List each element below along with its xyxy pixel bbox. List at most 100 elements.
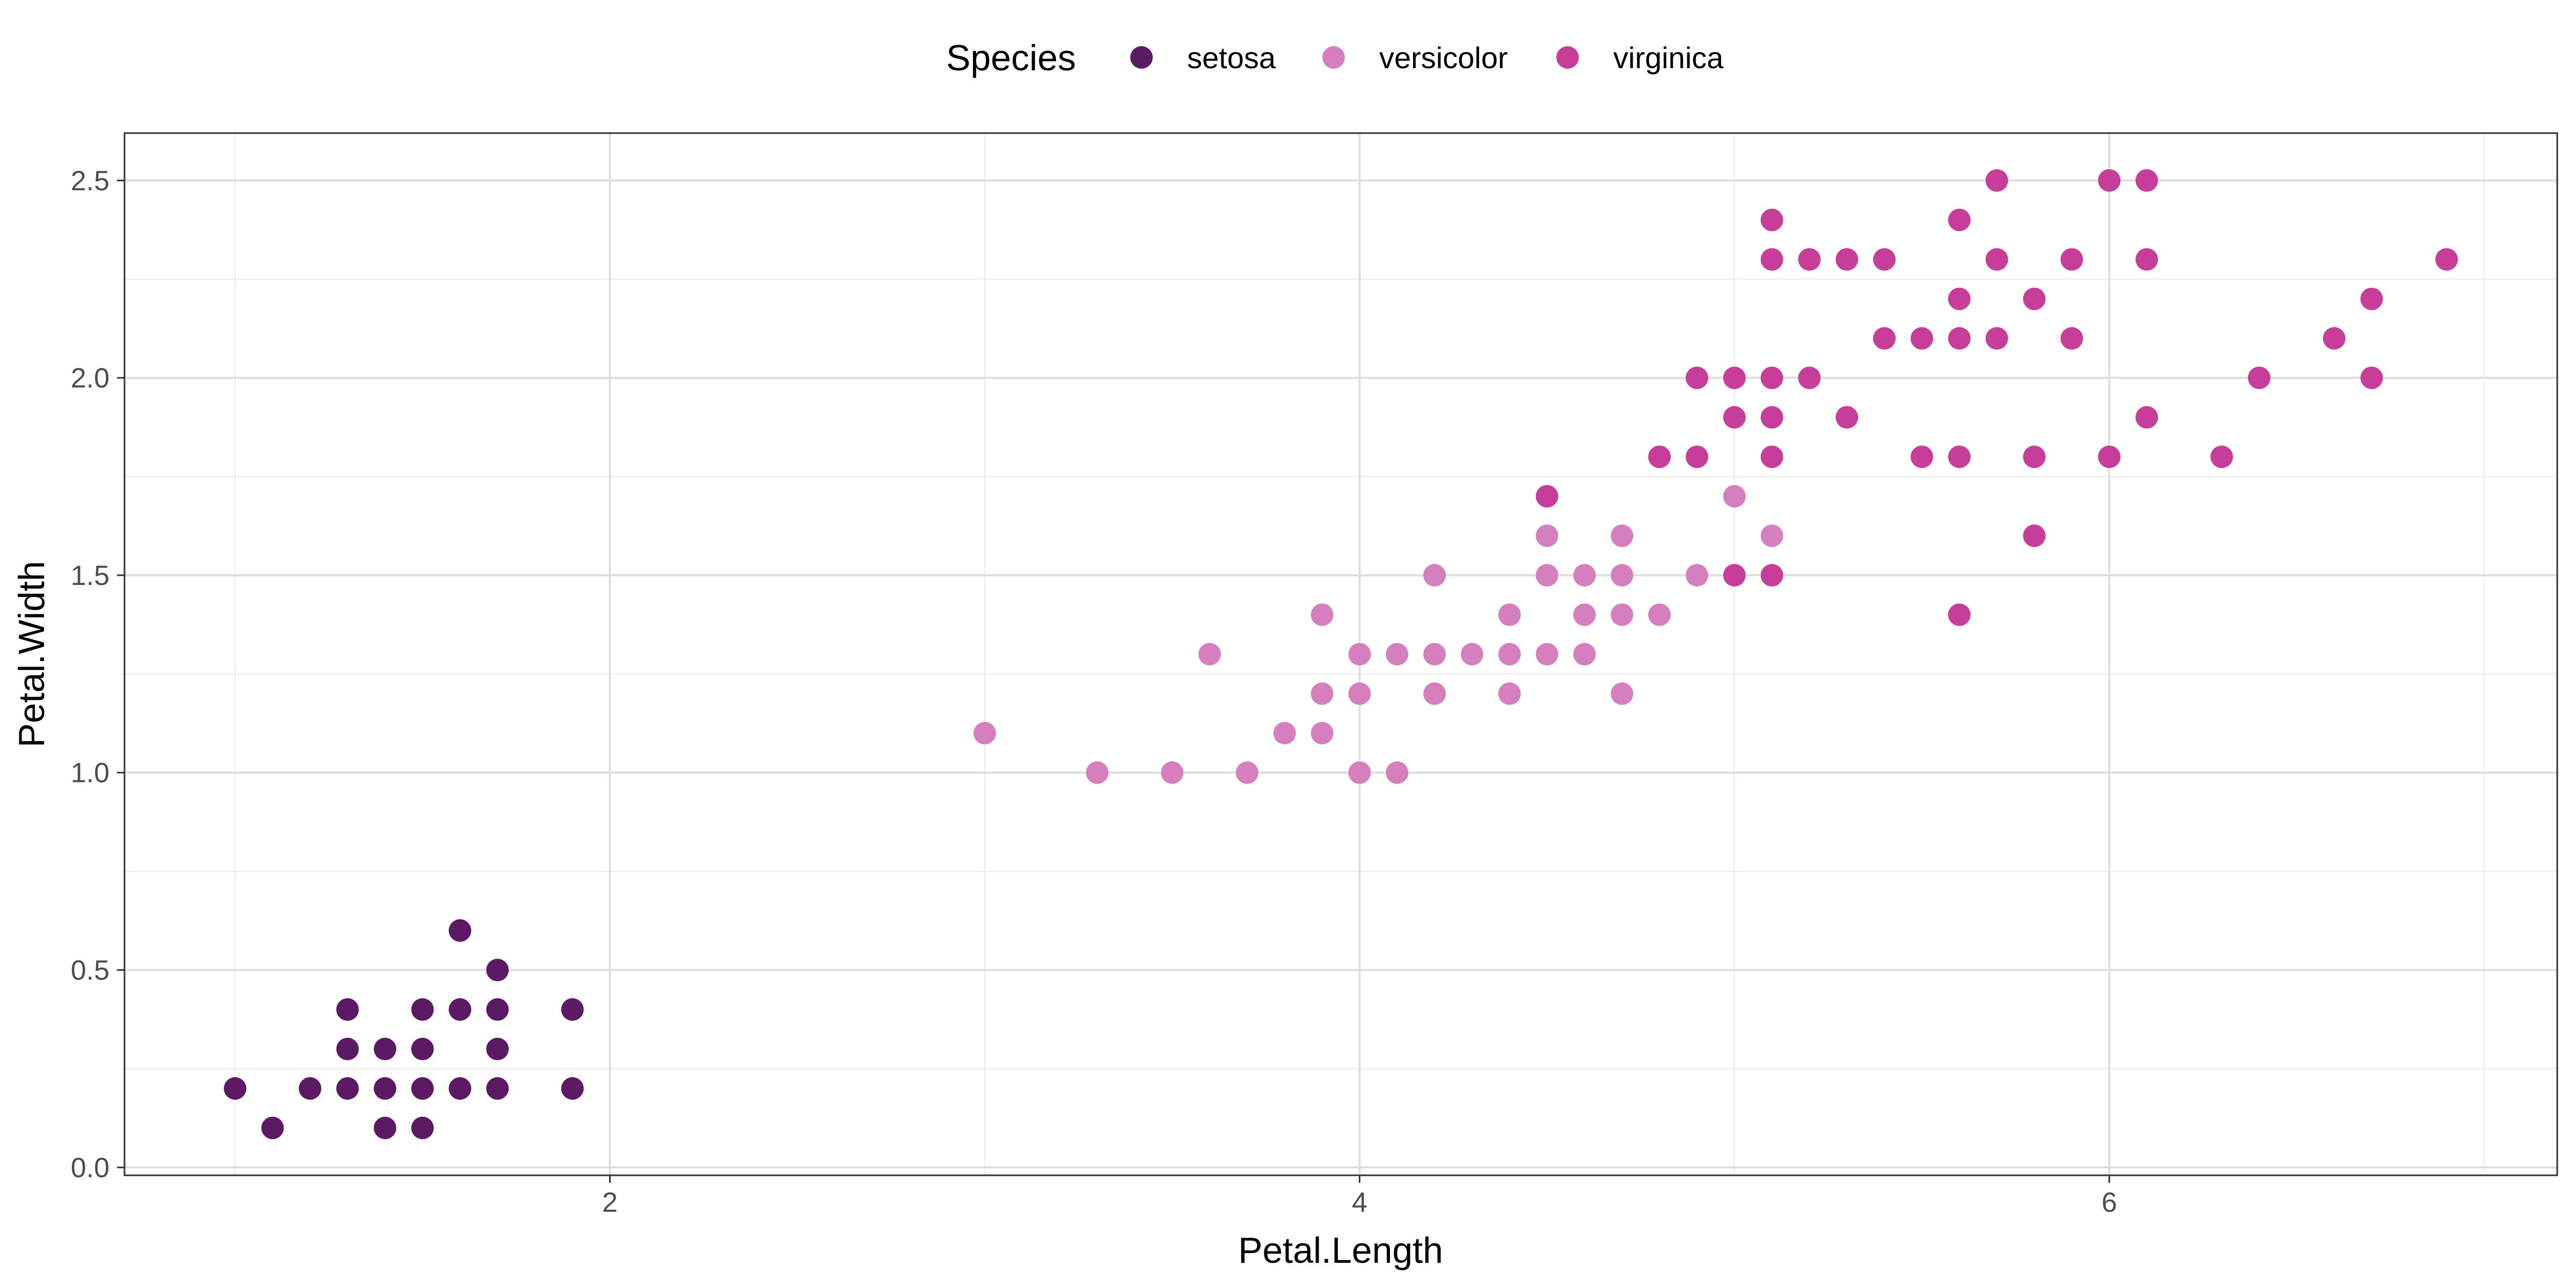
legend-label-versicolor: versicolor [1379, 41, 1508, 75]
data-point [1648, 445, 1671, 469]
data-point [411, 1077, 434, 1100]
data-point [2210, 445, 2233, 469]
data-point [1348, 761, 1371, 784]
data-point [1873, 248, 1896, 271]
data-point [486, 998, 509, 1021]
data-point [1948, 327, 1971, 350]
data-point [1723, 485, 1746, 508]
data-point [449, 919, 472, 942]
data-point [1873, 327, 1896, 350]
data-point [1348, 643, 1371, 665]
data-point [1686, 564, 1709, 587]
legend-key [1130, 46, 1153, 69]
data-point [1835, 248, 1858, 271]
data-point [2435, 248, 2458, 271]
data-point [1311, 682, 1334, 705]
data-point [2023, 287, 2046, 310]
data-point [1760, 248, 1783, 271]
data-point [1498, 643, 1521, 665]
data-point [1348, 682, 1371, 705]
data-point [1760, 208, 1783, 231]
data-point [486, 958, 509, 982]
x-tick-label: 6 [2102, 1187, 2117, 1218]
data-point [973, 722, 996, 745]
data-point [2023, 524, 2046, 547]
data-point [1198, 643, 1221, 665]
legend-key [1556, 46, 1579, 69]
data-point [1235, 761, 1258, 784]
data-point [1760, 445, 1783, 469]
legend-title: Species [946, 38, 1076, 78]
data-point [1911, 327, 1934, 350]
data-point [1611, 524, 1634, 547]
legend-label-setosa: setosa [1187, 41, 1276, 75]
legend: Species setosa versicolor virginica [946, 38, 1724, 78]
data-point [1460, 643, 1483, 665]
y-tick-label: 0.5 [71, 955, 109, 986]
data-point [1573, 603, 1596, 626]
data-point [1311, 722, 1334, 745]
data-point [486, 1037, 509, 1060]
data-point [1273, 722, 1296, 745]
plot-panel-border [123, 132, 2558, 1176]
data-point [1798, 248, 1821, 271]
data-point [1423, 682, 1446, 705]
data-point [1423, 564, 1446, 587]
data-point [1798, 367, 1821, 390]
data-point [374, 1037, 397, 1060]
series-versicolor [973, 445, 1783, 784]
legend-key [1322, 46, 1345, 69]
x-tick-label: 2 [602, 1187, 618, 1218]
data-point [2098, 169, 2121, 192]
data-point [1760, 367, 1783, 390]
data-point [374, 1077, 397, 1100]
data-point [1985, 327, 2008, 350]
data-point [1535, 564, 1558, 587]
data-point [1911, 445, 1934, 469]
data-point [336, 998, 359, 1021]
data-point [1161, 761, 1184, 784]
data-point [561, 1077, 584, 1100]
gridlines [125, 133, 2557, 1175]
data-point [1723, 406, 1746, 429]
data-point [1723, 367, 1746, 390]
data-point [1835, 406, 1858, 429]
data-point [1498, 682, 1521, 705]
data-point [1423, 643, 1446, 665]
data-point [411, 998, 434, 1021]
data-point [1948, 208, 1971, 231]
data-point [261, 1116, 284, 1139]
y-axis-title: Petal.Width [11, 561, 52, 748]
data-point [1535, 524, 1558, 547]
legend-label-virginica: virginica [1613, 41, 1724, 75]
data-point [1386, 643, 1409, 665]
data-point [2360, 287, 2383, 310]
data-point [2323, 327, 2346, 350]
data-point [1985, 169, 2008, 192]
data-point [1760, 564, 1783, 587]
y-tick-label: 1.0 [71, 758, 109, 789]
y-tick-label: 2.5 [71, 165, 109, 196]
data-point [336, 1037, 359, 1060]
y-tick-label: 1.5 [71, 560, 109, 591]
data-point [1948, 445, 1971, 469]
data-point [1386, 761, 1409, 784]
data-point [1086, 761, 1109, 784]
plot-panel [125, 133, 2557, 1175]
series-setosa [224, 919, 584, 1139]
data-point [1948, 287, 1971, 310]
data-point [2098, 445, 2121, 469]
data-point [411, 1037, 434, 1060]
data-point [2248, 367, 2271, 390]
data-point [1611, 564, 1634, 587]
data-point [374, 1116, 397, 1139]
data-point [1723, 564, 1746, 587]
x-tick-label: 4 [1352, 1187, 1367, 1218]
data-point [1760, 406, 1783, 429]
data-point [1686, 445, 1709, 469]
data-point [2023, 445, 2046, 469]
data-point [486, 1077, 509, 1100]
data-point [411, 1116, 434, 1139]
